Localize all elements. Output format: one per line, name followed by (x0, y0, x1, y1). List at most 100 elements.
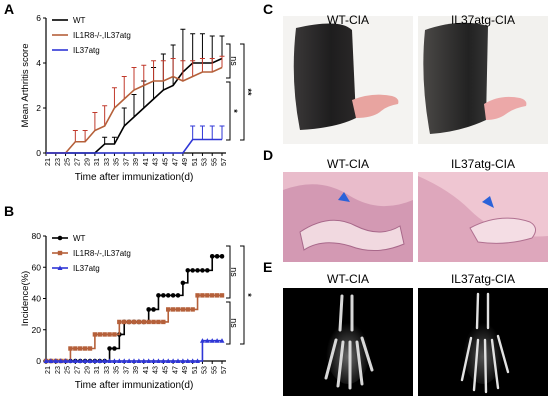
data-point (136, 358, 142, 363)
data-point (87, 358, 93, 363)
x-tick-label: 31 (92, 366, 101, 374)
x-tick-label: 27 (72, 158, 81, 166)
data-point (161, 319, 166, 325)
data-point (195, 358, 201, 363)
x-tick-label: 31 (92, 158, 101, 166)
significance-bracket-2-label: ns (229, 318, 239, 328)
data-point (68, 346, 73, 351)
significance-bracket-2 (226, 301, 231, 345)
y-tick-label: 0 (36, 148, 41, 158)
data-point (219, 254, 225, 259)
significance-bracket-1-label: ns (229, 56, 239, 66)
x-tick-label: 49 (180, 366, 189, 374)
x-tick-label: 49 (180, 158, 189, 166)
data-point (73, 346, 78, 351)
data-point (170, 358, 176, 363)
series-line (46, 339, 222, 362)
data-point (107, 358, 113, 363)
data-point (160, 358, 166, 363)
y-tick-label: 4 (36, 58, 41, 68)
panel-letter-a: A (4, 1, 14, 17)
panel-c-photos: WT-CIA IL37atg-CIA (283, 13, 548, 144)
x-tick-label: 43 (151, 366, 160, 374)
x-tick-label: 57 (219, 158, 228, 166)
series-line (46, 294, 222, 362)
data-point (155, 358, 161, 363)
x-tick-label: 35 (112, 366, 121, 374)
xray-wt-cia-caption: WT-CIA (327, 272, 369, 286)
panel-letter-d: D (263, 147, 273, 163)
series-line (46, 66, 223, 154)
panel-letter-e: E (263, 259, 272, 275)
x-tick-label: 43 (151, 158, 160, 166)
data-point (156, 293, 161, 298)
data-point (116, 358, 122, 363)
y-tick-label: 40 (32, 294, 42, 304)
series-3 (46, 125, 225, 154)
x-tick-label: 23 (53, 158, 62, 166)
x-tick-label: 45 (160, 366, 169, 374)
data-point (180, 280, 186, 286)
data-point (166, 307, 171, 312)
data-point (136, 319, 142, 325)
x-tick-label: 53 (200, 158, 209, 166)
legend-label: IL37atg (73, 264, 100, 273)
data-point (53, 358, 59, 363)
significance-bracket-3 (240, 245, 245, 345)
data-point (122, 319, 127, 325)
data-point (102, 332, 107, 337)
data-point (175, 307, 181, 312)
data-point (97, 332, 102, 337)
x-tick-label: 47 (170, 158, 179, 166)
data-point (200, 268, 205, 273)
significance-bracket-2 (226, 81, 231, 141)
data-point (141, 319, 146, 325)
panel-d-histology: WT-CIA IL37atg-CIA (283, 157, 548, 262)
y-tick-label: 20 (32, 325, 42, 335)
panel-e-xray: WT-CIA IL37atg-CIA (283, 272, 548, 396)
x-tick-label: 23 (53, 366, 62, 374)
data-point (146, 358, 152, 363)
data-point (209, 338, 215, 343)
photo-il37atg-cia-fur (423, 22, 488, 134)
x-tick-label: 39 (131, 158, 140, 166)
data-point (156, 319, 161, 325)
data-point (82, 346, 88, 351)
x-tick-label: 27 (72, 366, 81, 374)
data-point (190, 358, 196, 363)
legend-marker (57, 265, 63, 270)
series-2 (43, 293, 225, 364)
histology-il37atg-cia-caption: IL37atg-CIA (451, 157, 515, 171)
data-point (107, 332, 112, 337)
data-point (151, 358, 157, 363)
x-tick-label: 33 (102, 158, 111, 166)
x-tick-label: 29 (82, 158, 91, 166)
data-point (195, 293, 200, 298)
x-tick-label: 29 (82, 366, 91, 374)
x-tick-label: 33 (102, 366, 111, 374)
x-tick-label: 55 (209, 158, 218, 166)
data-point (112, 346, 117, 351)
data-point (205, 268, 210, 273)
data-point (214, 293, 220, 298)
x-tick-label: 21 (43, 158, 52, 166)
data-point (146, 307, 151, 312)
series-3 (43, 338, 225, 363)
photo-wt-cia-caption: WT-CIA (327, 13, 369, 27)
data-point (151, 319, 156, 325)
data-point (43, 358, 49, 363)
photo-il37atg-cia-paw (484, 96, 527, 120)
x-tick-label: 51 (190, 366, 199, 374)
legend-marker (57, 250, 63, 256)
significance-bracket-1-label: ns (229, 267, 239, 277)
data-point (146, 319, 151, 325)
photo-wt-cia-fur (293, 23, 356, 131)
significance-bracket-3-label: ** (243, 88, 253, 96)
y-tick-label: 80 (32, 231, 42, 241)
photo-il37atg-cia-caption: IL37atg-CIA (451, 13, 515, 27)
data-point (92, 358, 98, 363)
y-tick-label: 0 (36, 356, 41, 366)
data-point (121, 358, 127, 363)
x-axis-label: Time after immunization(d) (75, 172, 194, 183)
data-point (214, 254, 220, 259)
